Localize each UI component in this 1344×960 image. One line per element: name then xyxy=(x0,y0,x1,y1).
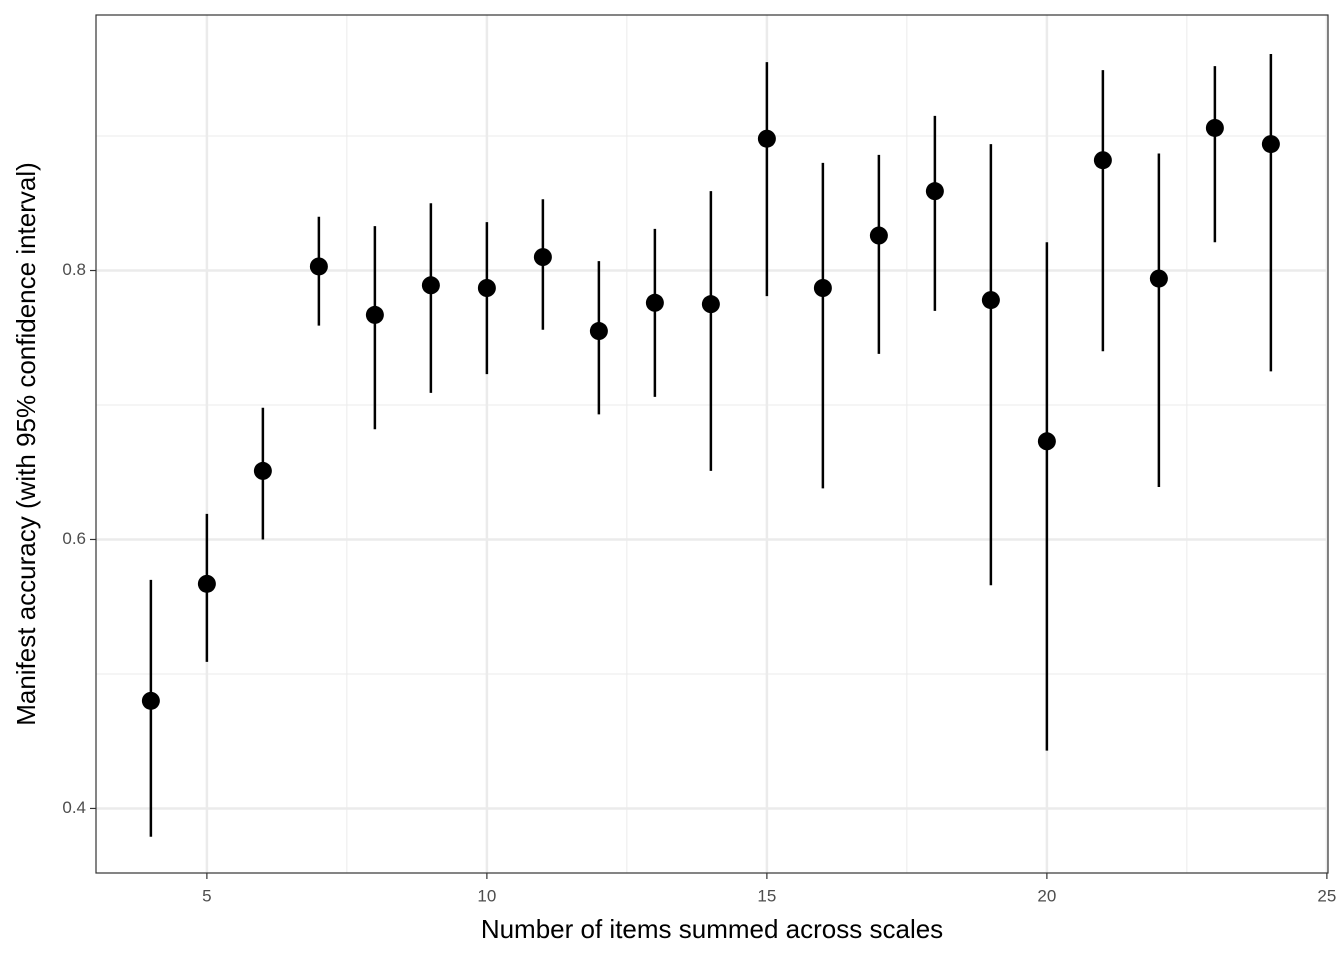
x-tick-label: 10 xyxy=(477,886,496,905)
point xyxy=(309,257,328,276)
point xyxy=(757,129,776,148)
point xyxy=(645,293,664,312)
x-tick-label: 5 xyxy=(202,886,211,905)
point xyxy=(365,305,384,324)
x-tick-label: 20 xyxy=(1037,886,1056,905)
point xyxy=(813,279,832,297)
point xyxy=(1261,135,1280,154)
point xyxy=(253,461,272,480)
y-tick-label: 0.8 xyxy=(62,260,86,279)
point xyxy=(1093,151,1112,170)
point xyxy=(1149,269,1168,288)
point xyxy=(1037,432,1056,451)
point xyxy=(1205,118,1224,137)
point xyxy=(925,182,944,201)
point xyxy=(589,322,608,341)
point xyxy=(701,295,720,314)
point xyxy=(421,276,440,295)
point xyxy=(477,279,496,297)
plot-border xyxy=(95,14,1329,874)
point xyxy=(981,291,1000,310)
x-tick-label: 25 xyxy=(1317,886,1336,905)
y-tick-label: 0.6 xyxy=(62,529,86,548)
point xyxy=(141,691,160,710)
point xyxy=(533,248,552,267)
point xyxy=(869,226,888,245)
x-axis-label: Number of items summed across scales xyxy=(481,914,943,944)
x-tick-label: 15 xyxy=(757,886,776,905)
point xyxy=(197,574,216,593)
y-axis-label: Manifest accuracy (with 95% confidence i… xyxy=(11,162,41,726)
y-tick-label: 0.4 xyxy=(62,798,86,817)
